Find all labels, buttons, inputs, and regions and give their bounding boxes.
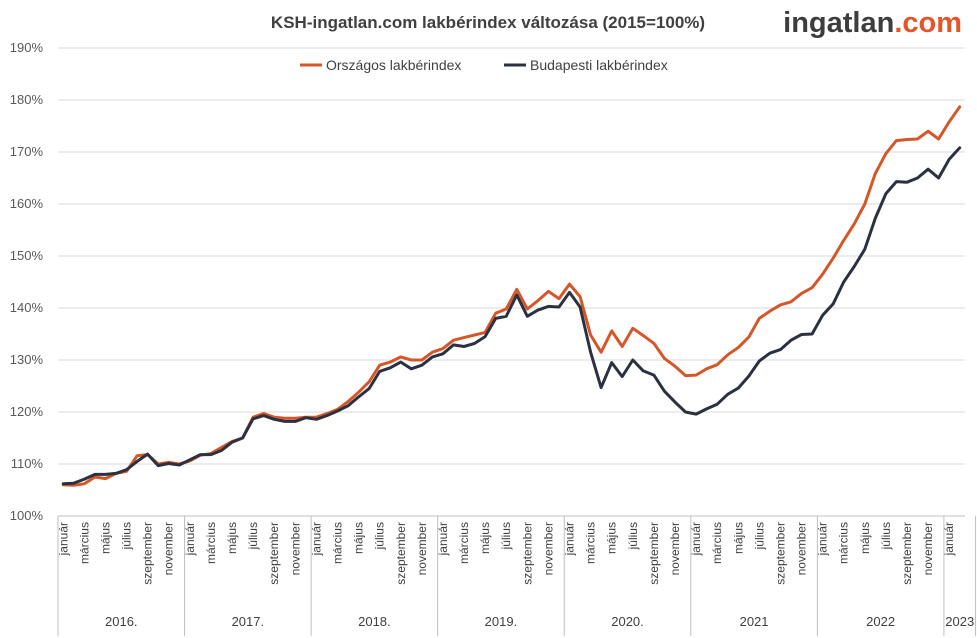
year-label: 2018. bbox=[358, 614, 391, 629]
x-tick-label: július bbox=[373, 522, 387, 550]
y-tick-label: 100% bbox=[10, 508, 44, 523]
x-tick-label: szeptember bbox=[773, 522, 787, 585]
year-label: 2020. bbox=[611, 614, 644, 629]
x-tick-label: szeptember bbox=[394, 522, 408, 585]
year-label: 2016. bbox=[105, 614, 138, 629]
legend-label-orszagos: Országos lakbérindex bbox=[326, 57, 461, 73]
x-tick-label: március bbox=[77, 522, 91, 564]
y-tick-label: 160% bbox=[10, 196, 44, 211]
chart-title: KSH-ingatlan.com lakbérindex változása (… bbox=[271, 13, 705, 32]
year-label: 2017. bbox=[232, 614, 265, 629]
x-tick-label: május bbox=[98, 522, 112, 554]
x-tick-label: március bbox=[204, 522, 218, 564]
x-axis: január március május július szeptember novemb… bbox=[56, 516, 977, 636]
x-tick-label: július bbox=[879, 522, 893, 550]
year-label: 2022 bbox=[866, 614, 895, 629]
y-tick-label: 130% bbox=[10, 352, 44, 367]
x-tick-label: szeptember bbox=[267, 522, 281, 585]
x-tick-label: november bbox=[541, 522, 555, 575]
y-tick-label: 110% bbox=[11, 456, 44, 471]
logo-part1: ingatlan bbox=[783, 7, 894, 39]
x-tick-label: január bbox=[816, 522, 830, 556]
x-tick-label: január bbox=[689, 522, 703, 556]
y-axis-labels: 100% 110% 120% 130% 140% 150% 160% 170% 180% 190% bbox=[10, 40, 44, 523]
x-tick-label: szeptember bbox=[141, 522, 155, 585]
x-tick-label: szeptember bbox=[647, 522, 661, 585]
x-tick-label: szeptember bbox=[520, 522, 534, 585]
x-tick-label: március bbox=[330, 522, 344, 564]
y-tick-label: 150% bbox=[10, 248, 44, 263]
x-tick-label: január bbox=[563, 522, 577, 556]
x-tick-label: július bbox=[246, 522, 260, 550]
x-tick-label: március bbox=[457, 522, 471, 564]
y-tick-label: 140% bbox=[10, 300, 44, 315]
x-tick-label: szeptember bbox=[900, 522, 914, 585]
x-tick-label: július bbox=[499, 522, 513, 550]
x-tick-label: november bbox=[795, 522, 809, 575]
x-tick-label: július bbox=[120, 522, 134, 550]
y-tick-label: 180% bbox=[10, 92, 44, 107]
x-tick-label: július bbox=[752, 522, 766, 550]
x-tick-label: május bbox=[225, 522, 239, 554]
logo-part2: .com bbox=[894, 7, 962, 39]
series-lines bbox=[61, 105, 962, 487]
legend-label-budapest: Budapesti lakbérindex bbox=[530, 57, 668, 73]
x-tick-label: május bbox=[605, 522, 619, 554]
x-tick-label: január bbox=[436, 522, 450, 556]
x-tick-label: november bbox=[162, 522, 176, 575]
x-tick-label: május bbox=[858, 522, 872, 554]
x-tick-label: január bbox=[942, 522, 956, 556]
ingatlan-com-logo: ingatlan.com bbox=[783, 7, 962, 39]
gridlines bbox=[58, 47, 965, 517]
year-label: 2023 bbox=[945, 614, 974, 629]
x-tick-label: január bbox=[183, 522, 197, 556]
x-tick-label: március bbox=[837, 522, 851, 564]
x-tick-label: május bbox=[478, 522, 492, 554]
y-tick-label: 190% bbox=[10, 40, 44, 55]
x-tick-label: november bbox=[668, 522, 682, 575]
series-line-budapest bbox=[61, 146, 962, 486]
series-line-orszagos bbox=[61, 105, 962, 487]
x-tick-label: március bbox=[584, 522, 598, 564]
x-tick-label: május bbox=[731, 522, 745, 554]
x-tick-label: január bbox=[309, 522, 323, 556]
y-tick-label: 170% bbox=[10, 144, 44, 159]
x-tick-label: november bbox=[415, 522, 429, 575]
y-tick-label: 120% bbox=[10, 404, 44, 419]
x-tick-label: július bbox=[626, 522, 640, 550]
year-label: 2019. bbox=[485, 614, 518, 629]
x-tick-label: január bbox=[56, 522, 70, 556]
year-label: 2021 bbox=[740, 614, 769, 629]
x-tick-label: november bbox=[921, 522, 935, 575]
x-tick-label: május bbox=[352, 522, 366, 554]
legend: Országos lakbérindex Budapesti lakbérind… bbox=[300, 57, 668, 73]
x-tick-label: november bbox=[288, 522, 302, 575]
x-tick-label: március bbox=[710, 522, 724, 564]
